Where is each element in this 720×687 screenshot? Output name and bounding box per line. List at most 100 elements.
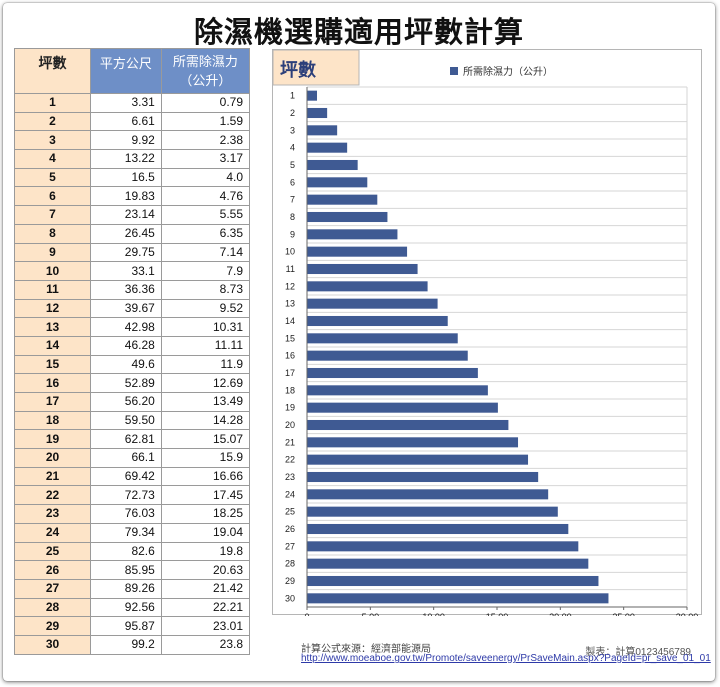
table-row: 16 52.89 12.69 [14, 373, 251, 393]
y-tick-label: 7 [290, 195, 295, 205]
cell-ping: 10 [14, 261, 91, 281]
table-row: 26 85.95 20.63 [14, 560, 251, 580]
table-row: 28 92.56 22.21 [14, 597, 251, 618]
cell-square-meters: 29.75 [90, 242, 162, 263]
header-square-meters: 平方公尺 [90, 48, 162, 94]
y-tick-label: 3 [290, 125, 295, 135]
cell-dehumidify: 1.59 [160, 111, 251, 132]
x-tick-label: 20.00 [549, 612, 572, 616]
cell-square-meters: 33.1 [90, 261, 162, 281]
bar [307, 489, 549, 500]
cell-square-meters: 66.1 [90, 448, 162, 468]
cell-dehumidify: 9.52 [160, 298, 251, 319]
table-row: 25 82.6 19.8 [14, 541, 251, 562]
table-row: 15 49.6 11.9 [14, 354, 251, 375]
cell-square-meters: 36.36 [90, 279, 162, 300]
bar [307, 246, 408, 257]
table-row: 23 76.03 18.25 [14, 504, 251, 524]
cell-dehumidify: 2.38 [160, 130, 251, 151]
chart-title-box [272, 49, 360, 86]
table-row: 30 99.2 23.8 [14, 634, 251, 655]
bar [307, 333, 458, 344]
bar [307, 541, 579, 552]
cell-dehumidify: 20.63 [160, 560, 251, 580]
bar-chart: 坪數 所需除濕力（公升） 123456789101112131415161718… [272, 49, 699, 622]
x-tick-label: 30.00 [676, 612, 699, 616]
cell-ping: 19 [14, 429, 91, 450]
y-tick-label: 29 [285, 576, 295, 586]
cell-dehumidify: 10.31 [160, 317, 251, 337]
y-tick-label: 17 [285, 368, 295, 378]
table-row: 4 13.22 3.17 [14, 149, 251, 169]
y-tick-label: 19 [285, 403, 295, 413]
table-row: 5 16.5 4.0 [14, 167, 251, 188]
y-tick-label: 30 [285, 593, 295, 603]
cell-dehumidify: 4.76 [160, 186, 251, 207]
cell-dehumidify: 15.9 [160, 448, 251, 468]
cell-ping: 1 [14, 93, 91, 113]
bar [307, 506, 558, 517]
x-tick-label: 15.00 [486, 612, 509, 616]
y-tick-label: 9 [290, 229, 295, 239]
x-tick-label: 10.00 [422, 612, 445, 616]
y-tick-label: 25 [285, 507, 295, 517]
cell-dehumidify: 4.0 [160, 167, 251, 188]
cell-square-meters: 19.83 [90, 186, 162, 207]
cell-ping: 27 [14, 578, 91, 599]
bar [307, 177, 368, 188]
bar [307, 523, 569, 535]
cell-square-meters: 62.81 [90, 429, 162, 450]
cell-ping: 18 [14, 410, 91, 431]
cell-square-meters: 95.87 [90, 616, 162, 636]
table-row: 9 29.75 7.14 [14, 242, 251, 263]
cell-ping: 28 [14, 597, 91, 618]
cell-ping: 29 [14, 616, 91, 636]
y-tick-label: 14 [285, 316, 295, 326]
table-row: 3 9.92 2.38 [14, 130, 251, 151]
capacity-table: 坪數 平方公尺 所需除濕力 （公升） 1 3.31 0.79 2 6.61 1.59 3 9.… [14, 48, 251, 655]
cell-ping: 14 [14, 335, 91, 356]
bar [307, 194, 378, 205]
cell-dehumidify: 15.07 [160, 429, 251, 450]
cell-square-meters: 79.34 [90, 522, 162, 543]
legend-swatch [450, 67, 458, 75]
cell-square-meters: 69.42 [90, 466, 162, 487]
y-tick-label: 10 [285, 247, 295, 257]
bar [307, 454, 529, 465]
y-tick-label: 28 [285, 559, 295, 569]
y-tick-label: 24 [285, 489, 295, 499]
cell-dehumidify: 12.69 [160, 373, 251, 393]
bar [307, 471, 539, 483]
bar [307, 125, 338, 136]
cell-square-meters: 76.03 [90, 504, 162, 524]
y-tick-label: 21 [285, 437, 295, 447]
cell-square-meters: 49.6 [90, 354, 162, 375]
cell-ping: 25 [14, 541, 91, 562]
bar [307, 385, 488, 396]
cell-square-meters: 56.20 [90, 392, 162, 412]
bar [307, 159, 358, 171]
y-tick-label: 6 [290, 177, 295, 187]
y-tick-label: 11 [286, 264, 295, 274]
bar [307, 419, 509, 431]
bar [307, 558, 589, 569]
source-link[interactable]: http://www.moeaboe.gov.tw/Promote/saveen… [301, 653, 711, 664]
grid-lines [307, 86, 688, 608]
y-tick-label: 5 [290, 160, 295, 170]
cell-ping: 21 [14, 466, 91, 487]
bar [307, 402, 498, 413]
credit-source: 計算公式來源：經濟部能源局 [301, 644, 431, 655]
table-header-row: 坪數 平方公尺 所需除濕力 （公升） [14, 48, 251, 94]
table-row: 7 23.14 5.55 [14, 205, 251, 225]
cell-dehumidify: 11.9 [160, 354, 251, 375]
page-title: 除濕機選購適用坪數計算 [193, 15, 524, 49]
cell-dehumidify: 7.14 [160, 242, 251, 263]
cell-ping: 20 [14, 448, 91, 468]
cell-dehumidify: 6.35 [160, 223, 251, 244]
table-row: 18 59.50 14.28 [14, 410, 251, 431]
table-row: 13 42.98 10.31 [14, 317, 251, 337]
cell-square-meters: 42.98 [90, 317, 162, 337]
cell-square-meters: 89.26 [90, 578, 162, 599]
table-row: 6 19.83 4.76 [14, 186, 251, 207]
cell-square-meters: 26.45 [90, 223, 162, 244]
